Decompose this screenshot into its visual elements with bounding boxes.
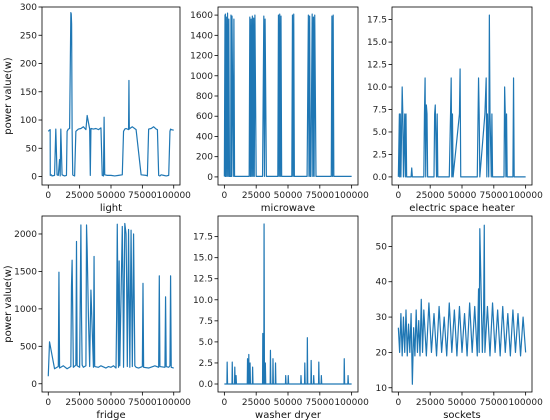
y-tick-label: 20	[376, 348, 388, 358]
x-tick-label: 0	[45, 398, 51, 408]
x-tick-label: 0	[395, 191, 401, 201]
y-tick-label: 0.0	[373, 173, 388, 183]
y-tick-label: 200	[196, 153, 213, 163]
x-axis-label: light	[100, 203, 122, 214]
x-tick-label: 75000	[305, 191, 334, 201]
x-tick-label: 25000	[65, 191, 94, 201]
y-tick-label: 7.5	[199, 317, 213, 327]
x-tick-label: 0	[221, 398, 227, 408]
x-axis-label: sockets	[443, 410, 481, 420]
x-tick-label: 100000	[157, 398, 192, 408]
y-tick-label: 12.5	[367, 61, 387, 71]
y-tick-label: 5.0	[199, 338, 214, 348]
y-tick-label: 500	[20, 342, 37, 352]
y-tick-label: 0	[31, 380, 37, 390]
subplot-5: 0 25000 50000 75000 100000 0.0 2.5 5.0 7.5 10.0 12…	[193, 215, 369, 420]
subplot-3: 0 25000 50000 75000 100000 0.0 2.5 5.0 7.5 10.0 12…	[367, 6, 543, 214]
y-tick-label: 50	[26, 144, 38, 154]
subplot-6: 0 25000 50000 75000 100000 10 20 30 40 50 sockets	[376, 215, 543, 420]
x-tick-label: 50000	[448, 191, 477, 201]
x-tick-label: 25000	[416, 191, 445, 201]
y-tick-label: 17.5	[193, 233, 213, 243]
y-tick-label: 17.5	[367, 16, 387, 26]
y-tick-label: 1200	[190, 52, 213, 62]
x-tick-label: 50000	[274, 191, 303, 201]
y-tick-label: 200	[20, 60, 37, 70]
y-tick-label: 40	[376, 278, 388, 288]
x-axis-label: microwave	[261, 203, 315, 214]
y-tick-label: 250	[20, 31, 37, 41]
y-tick-label: 0.0	[199, 380, 214, 390]
y-tick-label: 15.0	[367, 38, 387, 48]
x-tick-label: 0	[395, 398, 401, 408]
y-tick-label: 150	[20, 88, 37, 98]
x-tick-label: 25000	[416, 398, 445, 408]
y-tick-label: 10.0	[193, 296, 213, 306]
x-tick-label: 75000	[128, 398, 157, 408]
y-tick-label: 1000	[190, 72, 213, 82]
series-line	[47, 222, 174, 377]
y-axis-label: power value(w)	[3, 265, 14, 342]
y-tick-label: 1400	[190, 31, 213, 41]
y-tick-label: 15.0	[193, 254, 213, 264]
y-tick-label: 400	[196, 132, 213, 142]
y-tick-label: 1500	[14, 267, 37, 277]
series-line	[397, 224, 527, 385]
y-axis-label: power value(w)	[3, 57, 14, 134]
y-tick-label: 1600	[190, 11, 213, 21]
x-tick-label: 50000	[448, 398, 477, 408]
subplot-4: 0 25000 50000 75000 100000 0 500 1000 1500 2000 fr…	[3, 215, 192, 420]
x-tick-label: 100000	[508, 191, 543, 201]
x-axis-label: washer dryer	[255, 410, 322, 420]
series-line	[224, 223, 352, 385]
y-tick-label: 12.5	[193, 275, 213, 285]
x-tick-label: 50000	[274, 398, 303, 408]
series-line	[397, 14, 526, 178]
y-tick-label: 10	[376, 384, 388, 394]
y-tick-label: 2.5	[199, 359, 213, 369]
y-tick-label: 600	[196, 112, 213, 122]
x-tick-label: 100000	[157, 191, 192, 201]
x-tick-label: 100000	[334, 191, 369, 201]
x-tick-label: 25000	[242, 191, 271, 201]
x-tick-label: 0	[45, 191, 51, 201]
y-tick-label: 300	[20, 3, 37, 13]
x-tick-label: 75000	[479, 398, 508, 408]
x-tick-label: 0	[221, 191, 227, 201]
x-tick-label: 50000	[97, 191, 126, 201]
y-tick-label: 1000	[14, 305, 37, 315]
y-tick-label: 50	[376, 242, 388, 252]
series-line	[223, 12, 352, 177]
x-tick-label: 75000	[479, 191, 508, 201]
y-tick-label: 30	[376, 313, 388, 323]
x-axis-label: electric space heater	[409, 203, 515, 214]
x-tick-label: 50000	[97, 398, 126, 408]
subplot-1: 0 25000 50000 75000 100000 0 50 100 150 200 250 300…	[3, 3, 191, 214]
y-tick-label: 0	[207, 173, 213, 183]
y-tick-label: 2000	[14, 230, 37, 240]
y-tick-label: 100	[20, 116, 37, 126]
y-tick-label: 800	[196, 92, 213, 102]
subplot-2: 0 25000 50000 75000 100000 0 200 400 600 800 1000 1…	[190, 6, 369, 214]
y-tick-label: 10.0	[367, 83, 387, 93]
x-tick-label: 25000	[242, 398, 271, 408]
x-tick-label: 100000	[334, 398, 369, 408]
x-tick-label: 75000	[128, 191, 157, 201]
x-tick-label: 100000	[508, 398, 543, 408]
x-axis-label: fridge	[96, 410, 125, 420]
y-tick-label: 0	[31, 173, 37, 183]
y-tick-label: 5.0	[373, 128, 388, 138]
x-tick-label: 75000	[305, 398, 334, 408]
x-tick-label: 25000	[65, 398, 94, 408]
y-tick-label: 2.5	[373, 150, 387, 160]
series-line	[47, 12, 174, 177]
y-tick-label: 7.5	[373, 105, 387, 115]
